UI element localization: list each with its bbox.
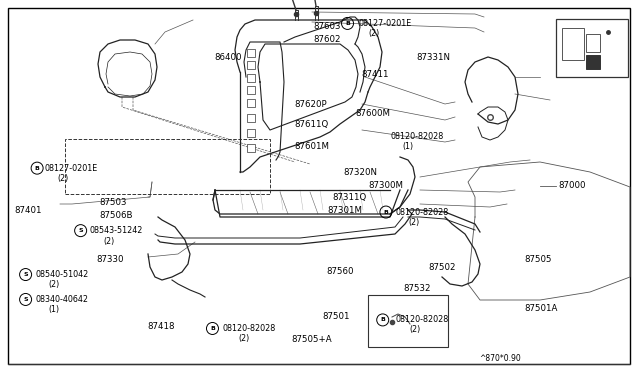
- Bar: [247, 61, 255, 69]
- Bar: [247, 129, 255, 137]
- Bar: [247, 86, 255, 94]
- Text: 08543-51242: 08543-51242: [90, 226, 143, 235]
- Text: 87532: 87532: [403, 284, 431, 293]
- Text: S: S: [78, 228, 83, 233]
- Text: 87000: 87000: [558, 182, 586, 190]
- Text: 08120-82028: 08120-82028: [390, 132, 444, 141]
- Text: 87611Q: 87611Q: [294, 120, 329, 129]
- Text: B: B: [383, 209, 388, 215]
- Text: 87600M: 87600M: [355, 109, 390, 118]
- Text: 87330: 87330: [96, 255, 124, 264]
- Text: 87560: 87560: [326, 267, 354, 276]
- Text: S: S: [23, 297, 28, 302]
- Text: (2): (2): [58, 174, 69, 183]
- Text: 87506B: 87506B: [99, 211, 132, 220]
- Text: 87311Q: 87311Q: [333, 193, 367, 202]
- Text: 87502: 87502: [429, 263, 456, 272]
- Text: (2): (2): [410, 326, 421, 334]
- Text: 86400: 86400: [214, 53, 242, 62]
- Text: 08540-51042: 08540-51042: [35, 270, 88, 279]
- Text: 87320N: 87320N: [343, 169, 377, 177]
- Bar: [562, 28, 584, 60]
- Text: (2): (2): [104, 237, 115, 246]
- Text: 87601M: 87601M: [294, 142, 330, 151]
- Text: 87501A: 87501A: [525, 304, 558, 312]
- Text: 87602: 87602: [314, 35, 341, 44]
- Text: 87401: 87401: [14, 206, 42, 215]
- Text: 87331N: 87331N: [416, 53, 450, 62]
- Bar: [247, 99, 255, 107]
- Text: 87501: 87501: [323, 312, 350, 321]
- Bar: [247, 49, 255, 57]
- Text: 08120-82028: 08120-82028: [396, 208, 449, 217]
- Text: 87505: 87505: [525, 255, 552, 264]
- Text: (2): (2): [48, 280, 60, 289]
- Text: B: B: [35, 166, 40, 171]
- Text: 08120-82028: 08120-82028: [223, 324, 276, 333]
- Bar: [247, 74, 255, 82]
- Bar: [586, 55, 600, 69]
- Text: (1): (1): [402, 142, 413, 151]
- Text: 08340-40642: 08340-40642: [35, 295, 88, 304]
- Text: S: S: [23, 272, 28, 277]
- Text: 87300M: 87300M: [368, 182, 403, 190]
- Text: 08127-0201E: 08127-0201E: [45, 164, 98, 173]
- Text: B: B: [380, 317, 385, 323]
- Text: B: B: [210, 326, 215, 331]
- Text: 87603: 87603: [314, 22, 341, 31]
- Bar: [586, 34, 600, 52]
- Text: 87620P: 87620P: [294, 100, 327, 109]
- Text: (2): (2): [368, 29, 380, 38]
- Text: 87503: 87503: [99, 198, 127, 207]
- Text: 87301M: 87301M: [328, 206, 363, 215]
- Bar: [65, 139, 270, 194]
- Text: ^870*0.90: ^870*0.90: [479, 354, 520, 363]
- Text: 87418: 87418: [147, 322, 175, 331]
- Bar: [368, 295, 448, 347]
- Text: B: B: [345, 21, 350, 26]
- Text: (2): (2): [238, 334, 250, 343]
- Text: 08120-82028: 08120-82028: [396, 315, 449, 324]
- Bar: [247, 114, 255, 122]
- Text: 87505+A: 87505+A: [291, 335, 332, 344]
- Bar: [556, 19, 628, 77]
- Text: 87411: 87411: [362, 70, 389, 79]
- Text: 08127-0201E: 08127-0201E: [358, 19, 412, 28]
- Bar: [247, 144, 255, 152]
- Text: (1): (1): [48, 305, 59, 314]
- Text: (2): (2): [408, 218, 420, 227]
